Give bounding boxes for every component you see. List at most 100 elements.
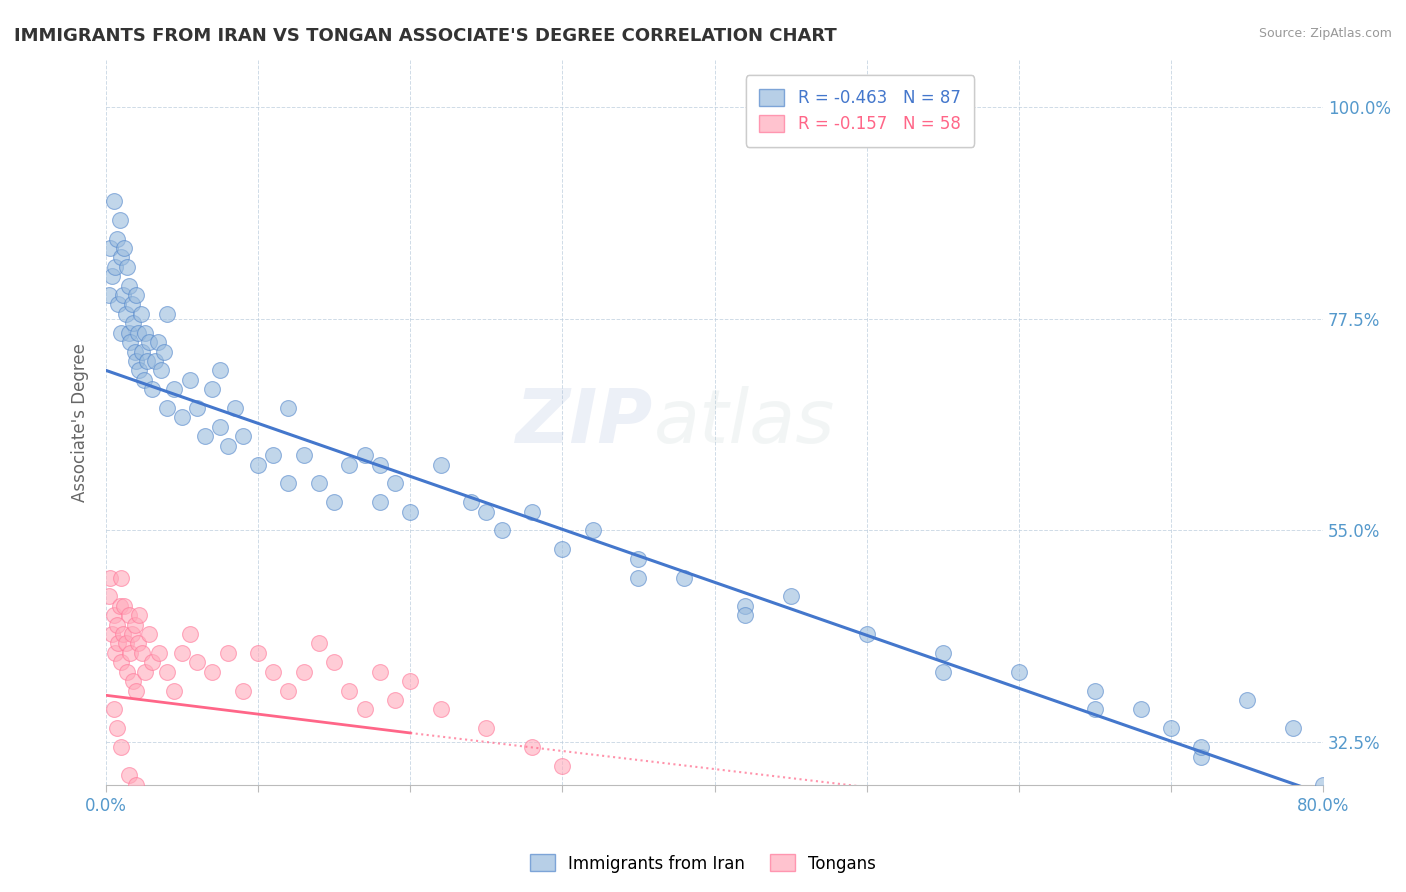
Point bbox=[114, 636, 136, 650]
Point bbox=[1084, 683, 1107, 698]
Point bbox=[107, 297, 129, 311]
Point bbox=[399, 674, 422, 689]
Point bbox=[368, 495, 391, 509]
Point bbox=[125, 683, 148, 698]
Point bbox=[120, 335, 142, 350]
Point bbox=[124, 617, 146, 632]
Point bbox=[122, 316, 145, 330]
Point bbox=[132, 373, 155, 387]
Point bbox=[100, 241, 122, 255]
Y-axis label: Associate's Degree: Associate's Degree bbox=[72, 343, 89, 501]
Point bbox=[148, 646, 170, 660]
Point bbox=[112, 599, 135, 613]
Point bbox=[308, 636, 330, 650]
Point bbox=[110, 740, 132, 755]
Point bbox=[1236, 693, 1258, 707]
Point bbox=[136, 354, 159, 368]
Point bbox=[111, 288, 134, 302]
Point bbox=[97, 590, 120, 604]
Point bbox=[118, 326, 141, 340]
Text: ZIP: ZIP bbox=[516, 385, 654, 458]
Point bbox=[292, 665, 315, 679]
Point bbox=[103, 702, 125, 716]
Point bbox=[429, 702, 451, 716]
Point bbox=[103, 194, 125, 208]
Point bbox=[107, 636, 129, 650]
Point bbox=[232, 429, 254, 443]
Point bbox=[110, 656, 132, 670]
Point bbox=[111, 627, 134, 641]
Point bbox=[337, 458, 360, 472]
Point bbox=[170, 410, 193, 425]
Point bbox=[103, 608, 125, 623]
Point bbox=[104, 260, 127, 274]
Point bbox=[128, 608, 150, 623]
Point bbox=[115, 260, 138, 274]
Point bbox=[627, 570, 650, 584]
Point bbox=[141, 805, 163, 820]
Point bbox=[138, 627, 160, 641]
Point bbox=[131, 344, 153, 359]
Point bbox=[460, 495, 482, 509]
Point bbox=[582, 524, 605, 538]
Point bbox=[1160, 721, 1182, 735]
Point bbox=[163, 683, 186, 698]
Point bbox=[118, 608, 141, 623]
Point bbox=[932, 665, 955, 679]
Point bbox=[100, 570, 122, 584]
Point bbox=[125, 288, 148, 302]
Point bbox=[217, 439, 239, 453]
Point bbox=[932, 646, 955, 660]
Point bbox=[129, 307, 152, 321]
Point bbox=[128, 363, 150, 377]
Point bbox=[138, 335, 160, 350]
Point bbox=[323, 495, 346, 509]
Point bbox=[1281, 721, 1303, 735]
Point bbox=[108, 212, 131, 227]
Point bbox=[156, 665, 179, 679]
Point bbox=[125, 778, 148, 792]
Point bbox=[232, 683, 254, 698]
Point bbox=[277, 476, 299, 491]
Point bbox=[201, 382, 224, 396]
Point bbox=[323, 656, 346, 670]
Point bbox=[186, 401, 208, 415]
Point bbox=[163, 382, 186, 396]
Point bbox=[105, 231, 128, 245]
Point bbox=[105, 617, 128, 632]
Text: atlas: atlas bbox=[654, 386, 835, 458]
Point bbox=[399, 505, 422, 519]
Point bbox=[97, 288, 120, 302]
Point bbox=[475, 505, 498, 519]
Point bbox=[208, 363, 231, 377]
Text: IMMIGRANTS FROM IRAN VS TONGAN ASSOCIATE'S DEGREE CORRELATION CHART: IMMIGRANTS FROM IRAN VS TONGAN ASSOCIATE… bbox=[14, 27, 837, 45]
Point bbox=[105, 721, 128, 735]
Point bbox=[1189, 740, 1212, 755]
Point bbox=[353, 702, 375, 716]
Point bbox=[1008, 665, 1031, 679]
Point bbox=[520, 740, 543, 755]
Point bbox=[156, 815, 179, 830]
Point bbox=[217, 646, 239, 660]
Point bbox=[141, 656, 163, 670]
Point bbox=[141, 382, 163, 396]
Point bbox=[384, 693, 406, 707]
Point bbox=[131, 646, 153, 660]
Point bbox=[308, 476, 330, 491]
Point bbox=[734, 608, 756, 623]
Point bbox=[551, 759, 574, 773]
Point bbox=[152, 344, 174, 359]
Point bbox=[292, 448, 315, 462]
Point bbox=[262, 665, 284, 679]
Point bbox=[143, 354, 166, 368]
Point bbox=[101, 269, 124, 284]
Point bbox=[491, 524, 513, 538]
Point bbox=[118, 278, 141, 293]
Point bbox=[673, 570, 696, 584]
Point bbox=[855, 627, 877, 641]
Point bbox=[134, 665, 156, 679]
Point bbox=[120, 646, 142, 660]
Point bbox=[115, 665, 138, 679]
Point bbox=[262, 448, 284, 462]
Point bbox=[114, 307, 136, 321]
